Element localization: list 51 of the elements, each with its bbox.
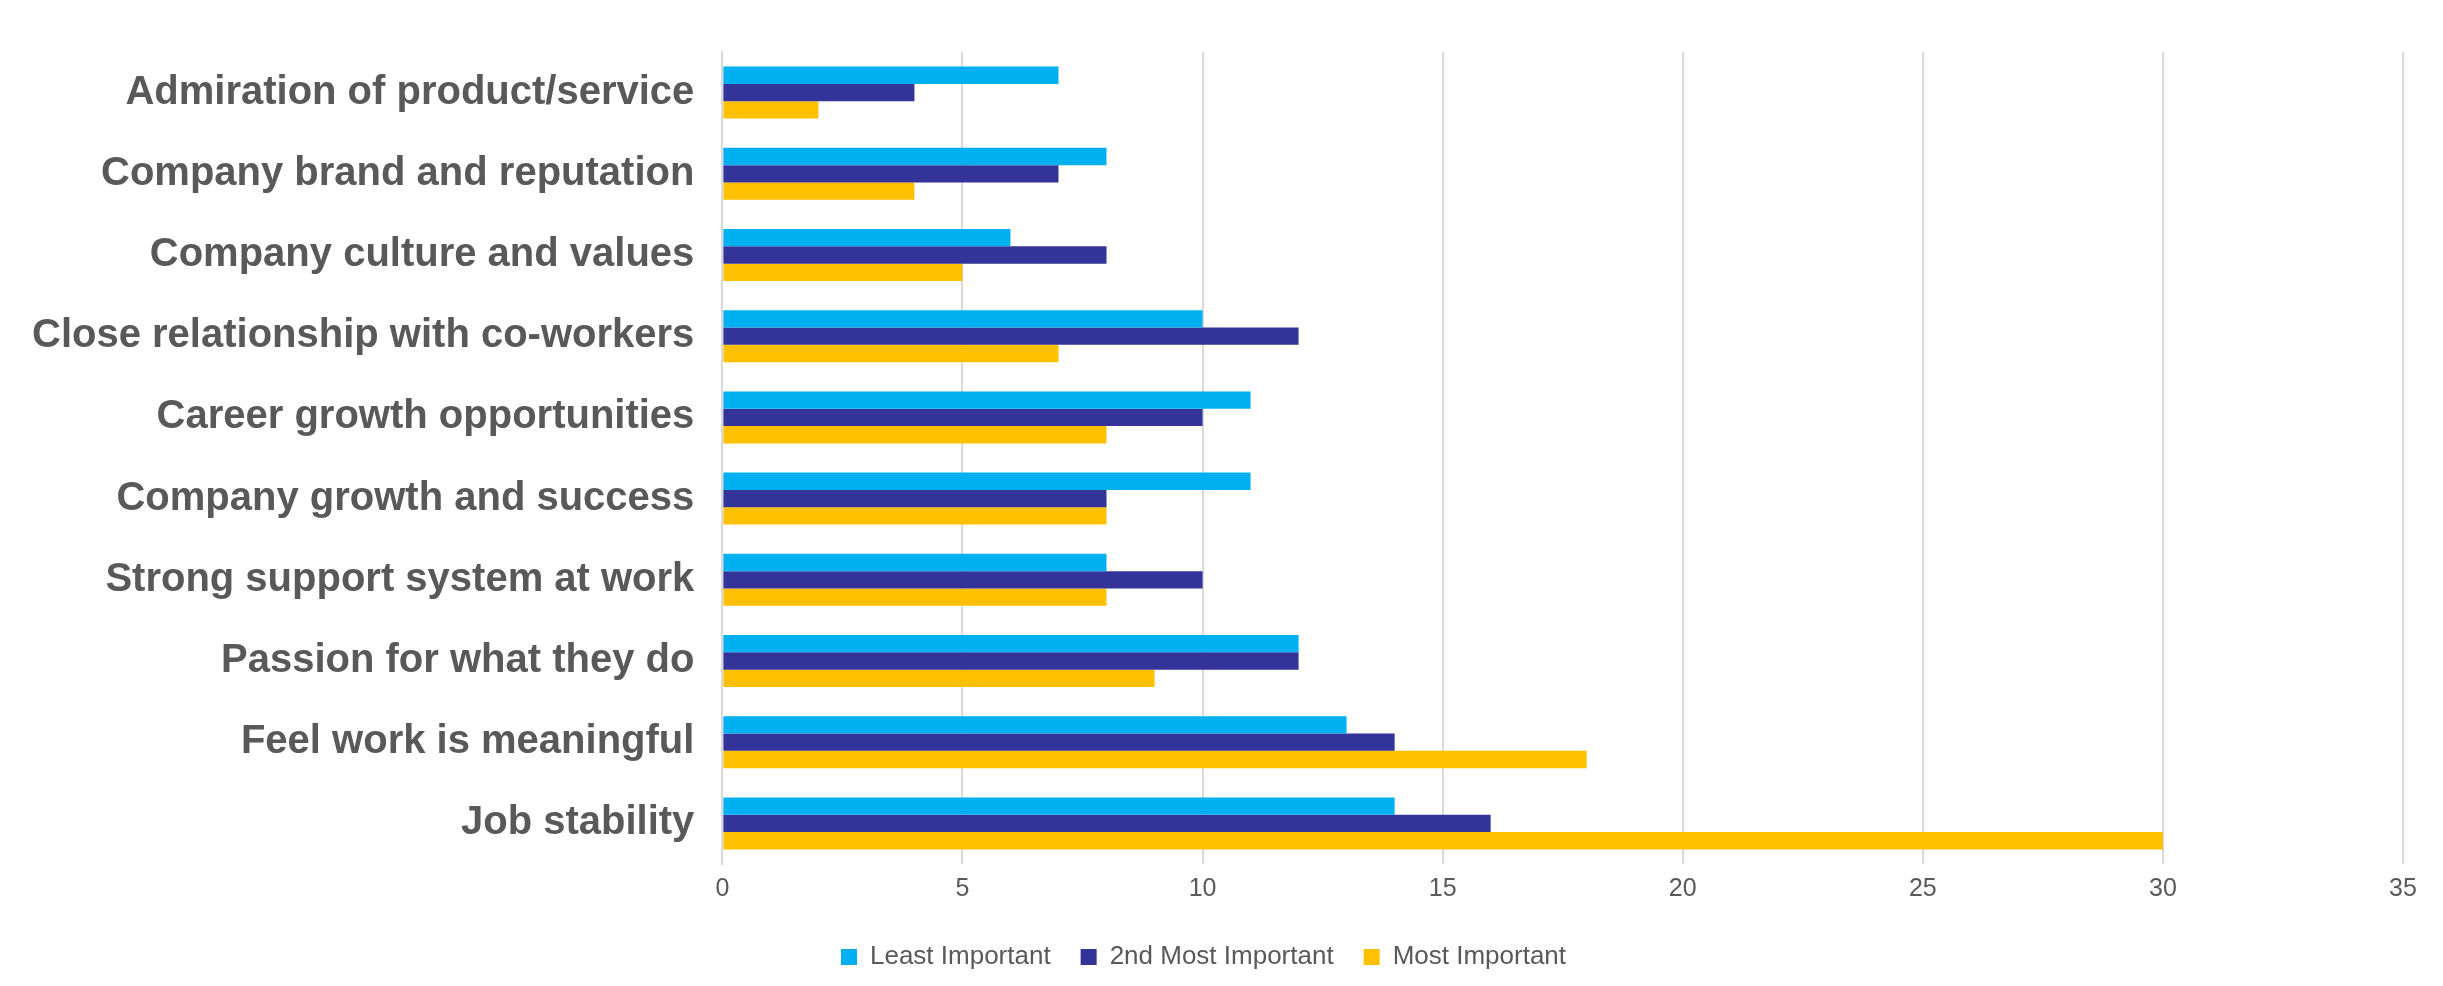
bar bbox=[723, 814, 1491, 833]
legend-label: 2nd Most Important bbox=[1109, 940, 1335, 971]
bar bbox=[723, 507, 1107, 525]
x-tick-label: 10 bbox=[1188, 872, 1217, 901]
x-tick-label: 5 bbox=[955, 872, 970, 901]
y-tick-label: Career growth opportunities bbox=[156, 392, 695, 437]
bar bbox=[723, 426, 1107, 444]
bar bbox=[723, 669, 1155, 687]
bar bbox=[723, 344, 1059, 363]
bar bbox=[723, 246, 1107, 264]
y-tick-label: Feel work is meaningful bbox=[240, 717, 695, 762]
bar bbox=[723, 408, 1203, 427]
x-tick-label: 35 bbox=[2389, 872, 2417, 901]
bar bbox=[723, 571, 1203, 589]
bar bbox=[723, 83, 915, 102]
x-tick-label: 20 bbox=[1668, 872, 1697, 901]
bar bbox=[723, 182, 915, 200]
bar bbox=[723, 489, 1107, 508]
bar bbox=[723, 588, 1107, 606]
x-tick-label: 0 bbox=[715, 872, 730, 901]
y-tick-label: Company growth and success bbox=[116, 473, 695, 518]
bar bbox=[723, 391, 1251, 409]
bar bbox=[723, 635, 1299, 653]
legend-label: Most Important bbox=[1392, 940, 1567, 971]
bar bbox=[723, 472, 1251, 490]
legend-label: Least Important bbox=[869, 940, 1052, 971]
bar bbox=[723, 66, 1059, 84]
y-tick-label: Job stability bbox=[460, 798, 696, 843]
bar bbox=[723, 553, 1107, 572]
y-tick-label: Company brand and reputation bbox=[101, 148, 695, 193]
bar bbox=[723, 229, 1011, 247]
x-tick-label: 25 bbox=[1908, 872, 1937, 901]
y-tick-label: Company culture and values bbox=[149, 230, 695, 275]
bar bbox=[723, 750, 1587, 769]
bar bbox=[723, 832, 2163, 850]
y-tick-label: Admiration of product/service bbox=[125, 67, 695, 112]
x-tick-label: 30 bbox=[2149, 872, 2177, 901]
bar bbox=[723, 101, 819, 119]
bar bbox=[723, 165, 1059, 183]
bar bbox=[723, 716, 1347, 734]
y-tick-label: Strong support system at work bbox=[105, 554, 696, 599]
bar bbox=[723, 797, 1395, 815]
bar bbox=[723, 733, 1395, 751]
y-tick-label: Passion for what they do bbox=[220, 636, 695, 681]
bar bbox=[723, 652, 1299, 670]
bar bbox=[723, 147, 1107, 166]
y-tick-label: Close relationship with co-workers bbox=[31, 311, 695, 356]
bar bbox=[723, 263, 963, 281]
x-tick-label: 15 bbox=[1428, 872, 1457, 901]
bar bbox=[723, 310, 1203, 328]
bar bbox=[723, 327, 1299, 345]
